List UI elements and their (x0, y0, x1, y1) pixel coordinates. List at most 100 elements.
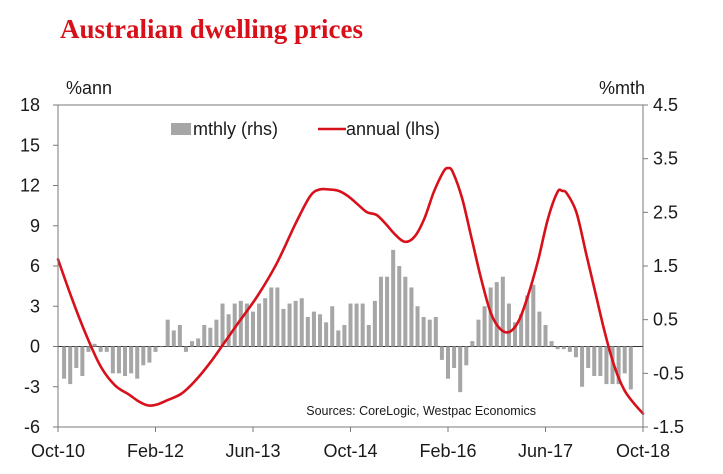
bar-mthly (525, 295, 530, 347)
right-axis-tick-label: -0.5 (653, 363, 684, 383)
bar-mthly (391, 249, 396, 347)
right-axis-tick-label: 3.5 (653, 149, 678, 169)
bar-mthly (519, 314, 524, 347)
bar-mthly (183, 346, 188, 352)
bar-mthly (311, 311, 316, 347)
bar-mthly (202, 325, 207, 347)
bar-mthly (378, 276, 383, 347)
bar-mthly (464, 346, 469, 366)
bar-mthly (513, 322, 518, 347)
bar-mthly (470, 341, 475, 347)
bar-mthly (257, 303, 262, 347)
bar-mthly (250, 311, 256, 347)
bar-mthly (147, 346, 152, 363)
bar-mthly (177, 325, 182, 347)
bar-mthly (348, 303, 353, 347)
plot-frame (57, 104, 644, 428)
left-axis-tick-label: 12 (20, 176, 40, 196)
bar-mthly (622, 346, 627, 374)
bar-mthly (561, 346, 566, 350)
bar-mthly (494, 282, 499, 347)
bar-mthly (74, 346, 79, 368)
bar-mthly (342, 325, 347, 347)
bar-mthly (372, 300, 377, 347)
left-axis-tick-label: 3 (30, 296, 40, 316)
right-axis-tick-label: 4.5 (653, 95, 678, 115)
legend-bar-swatch (171, 123, 191, 135)
bar-mthly (68, 346, 73, 385)
bar-mthly (409, 287, 414, 347)
x-axis-tick-label: Jun-17 (518, 441, 573, 461)
source-note: Sources: CoreLogic, Westpac Economics (306, 404, 536, 418)
bar-mthly (299, 298, 304, 347)
right-axis-tick-label: 0.5 (653, 310, 678, 330)
bar-mthly (232, 303, 237, 347)
left-axis-tick-label: 0 (30, 337, 40, 357)
bar-mthly (598, 346, 603, 377)
x-axis-tick-label: Oct-14 (323, 441, 377, 461)
bar-mthly (92, 343, 97, 347)
bar-mthly (439, 346, 444, 360)
x-axis-tick-label: Oct-18 (616, 441, 670, 461)
bar-mthly (62, 346, 67, 379)
bar-mthly (616, 346, 621, 385)
bar-mthly (360, 303, 365, 347)
page-title: Australian dwelling prices (60, 14, 364, 44)
bar-mthly (123, 346, 128, 377)
bar-mthly (86, 346, 91, 352)
bar-mthly (129, 346, 134, 374)
bar-mthly (482, 306, 487, 347)
bar-mthly (549, 341, 554, 347)
right-axis-tick-label: 1.5 (653, 256, 678, 276)
bar-mthly (226, 314, 231, 347)
bar-mthly (604, 346, 609, 385)
legend-line-label: annual (lhs) (346, 119, 440, 139)
bar-mthly (555, 346, 560, 350)
bar-mthly (385, 276, 390, 347)
bar-mthly (305, 316, 310, 347)
bar-mthly (427, 319, 432, 347)
bar-mthly (415, 306, 420, 347)
left-axis-tick-label: -3 (24, 377, 40, 397)
bar-mthly (110, 346, 115, 374)
x-axis-tick-label: Jun-13 (225, 441, 280, 461)
bar-mthly (452, 346, 457, 368)
left-axis-tick-label: 9 (30, 216, 40, 236)
bar-mthly (80, 346, 85, 377)
bar-mthly (220, 303, 225, 347)
bar-mthly (318, 314, 323, 347)
bar-mthly (238, 300, 243, 347)
x-axis-tick-label: Oct-10 (31, 441, 85, 461)
left-axis-tick-label: 15 (20, 135, 40, 155)
bar-mthly (421, 316, 426, 347)
bar-mthly (366, 325, 371, 347)
bar-mthly (275, 287, 280, 347)
bar-mthly (610, 346, 615, 385)
bar-mthly (537, 311, 542, 347)
bar-mthly (500, 276, 505, 347)
bar-mthly (476, 319, 481, 347)
bar-mthly (116, 346, 121, 374)
bar-mthly (433, 316, 438, 347)
bar-mthly (153, 346, 158, 352)
bar-mthly (214, 319, 219, 347)
bar-mthly (159, 346, 164, 348)
bar-mthly (244, 303, 249, 347)
bar-mthly (293, 300, 298, 347)
bar-mthly (104, 346, 109, 352)
left-axis-tick-label: 6 (30, 256, 40, 276)
bar-mthly (324, 322, 329, 347)
bar-mthly (567, 346, 572, 352)
bar-mthly (171, 330, 176, 347)
bar-mthly (196, 338, 201, 347)
bar-mthly (488, 287, 493, 347)
bar-mthly (445, 346, 451, 379)
legend-bar-label: mthly (rhs) (193, 119, 278, 139)
bar-mthly (190, 341, 195, 347)
bar-mthly (531, 284, 536, 347)
bar-mthly (458, 346, 463, 393)
right-axis-unit: %mth (599, 78, 645, 98)
bar-mthly (98, 346, 103, 352)
bar-mthly (628, 346, 633, 390)
bar-mthly (208, 327, 213, 347)
